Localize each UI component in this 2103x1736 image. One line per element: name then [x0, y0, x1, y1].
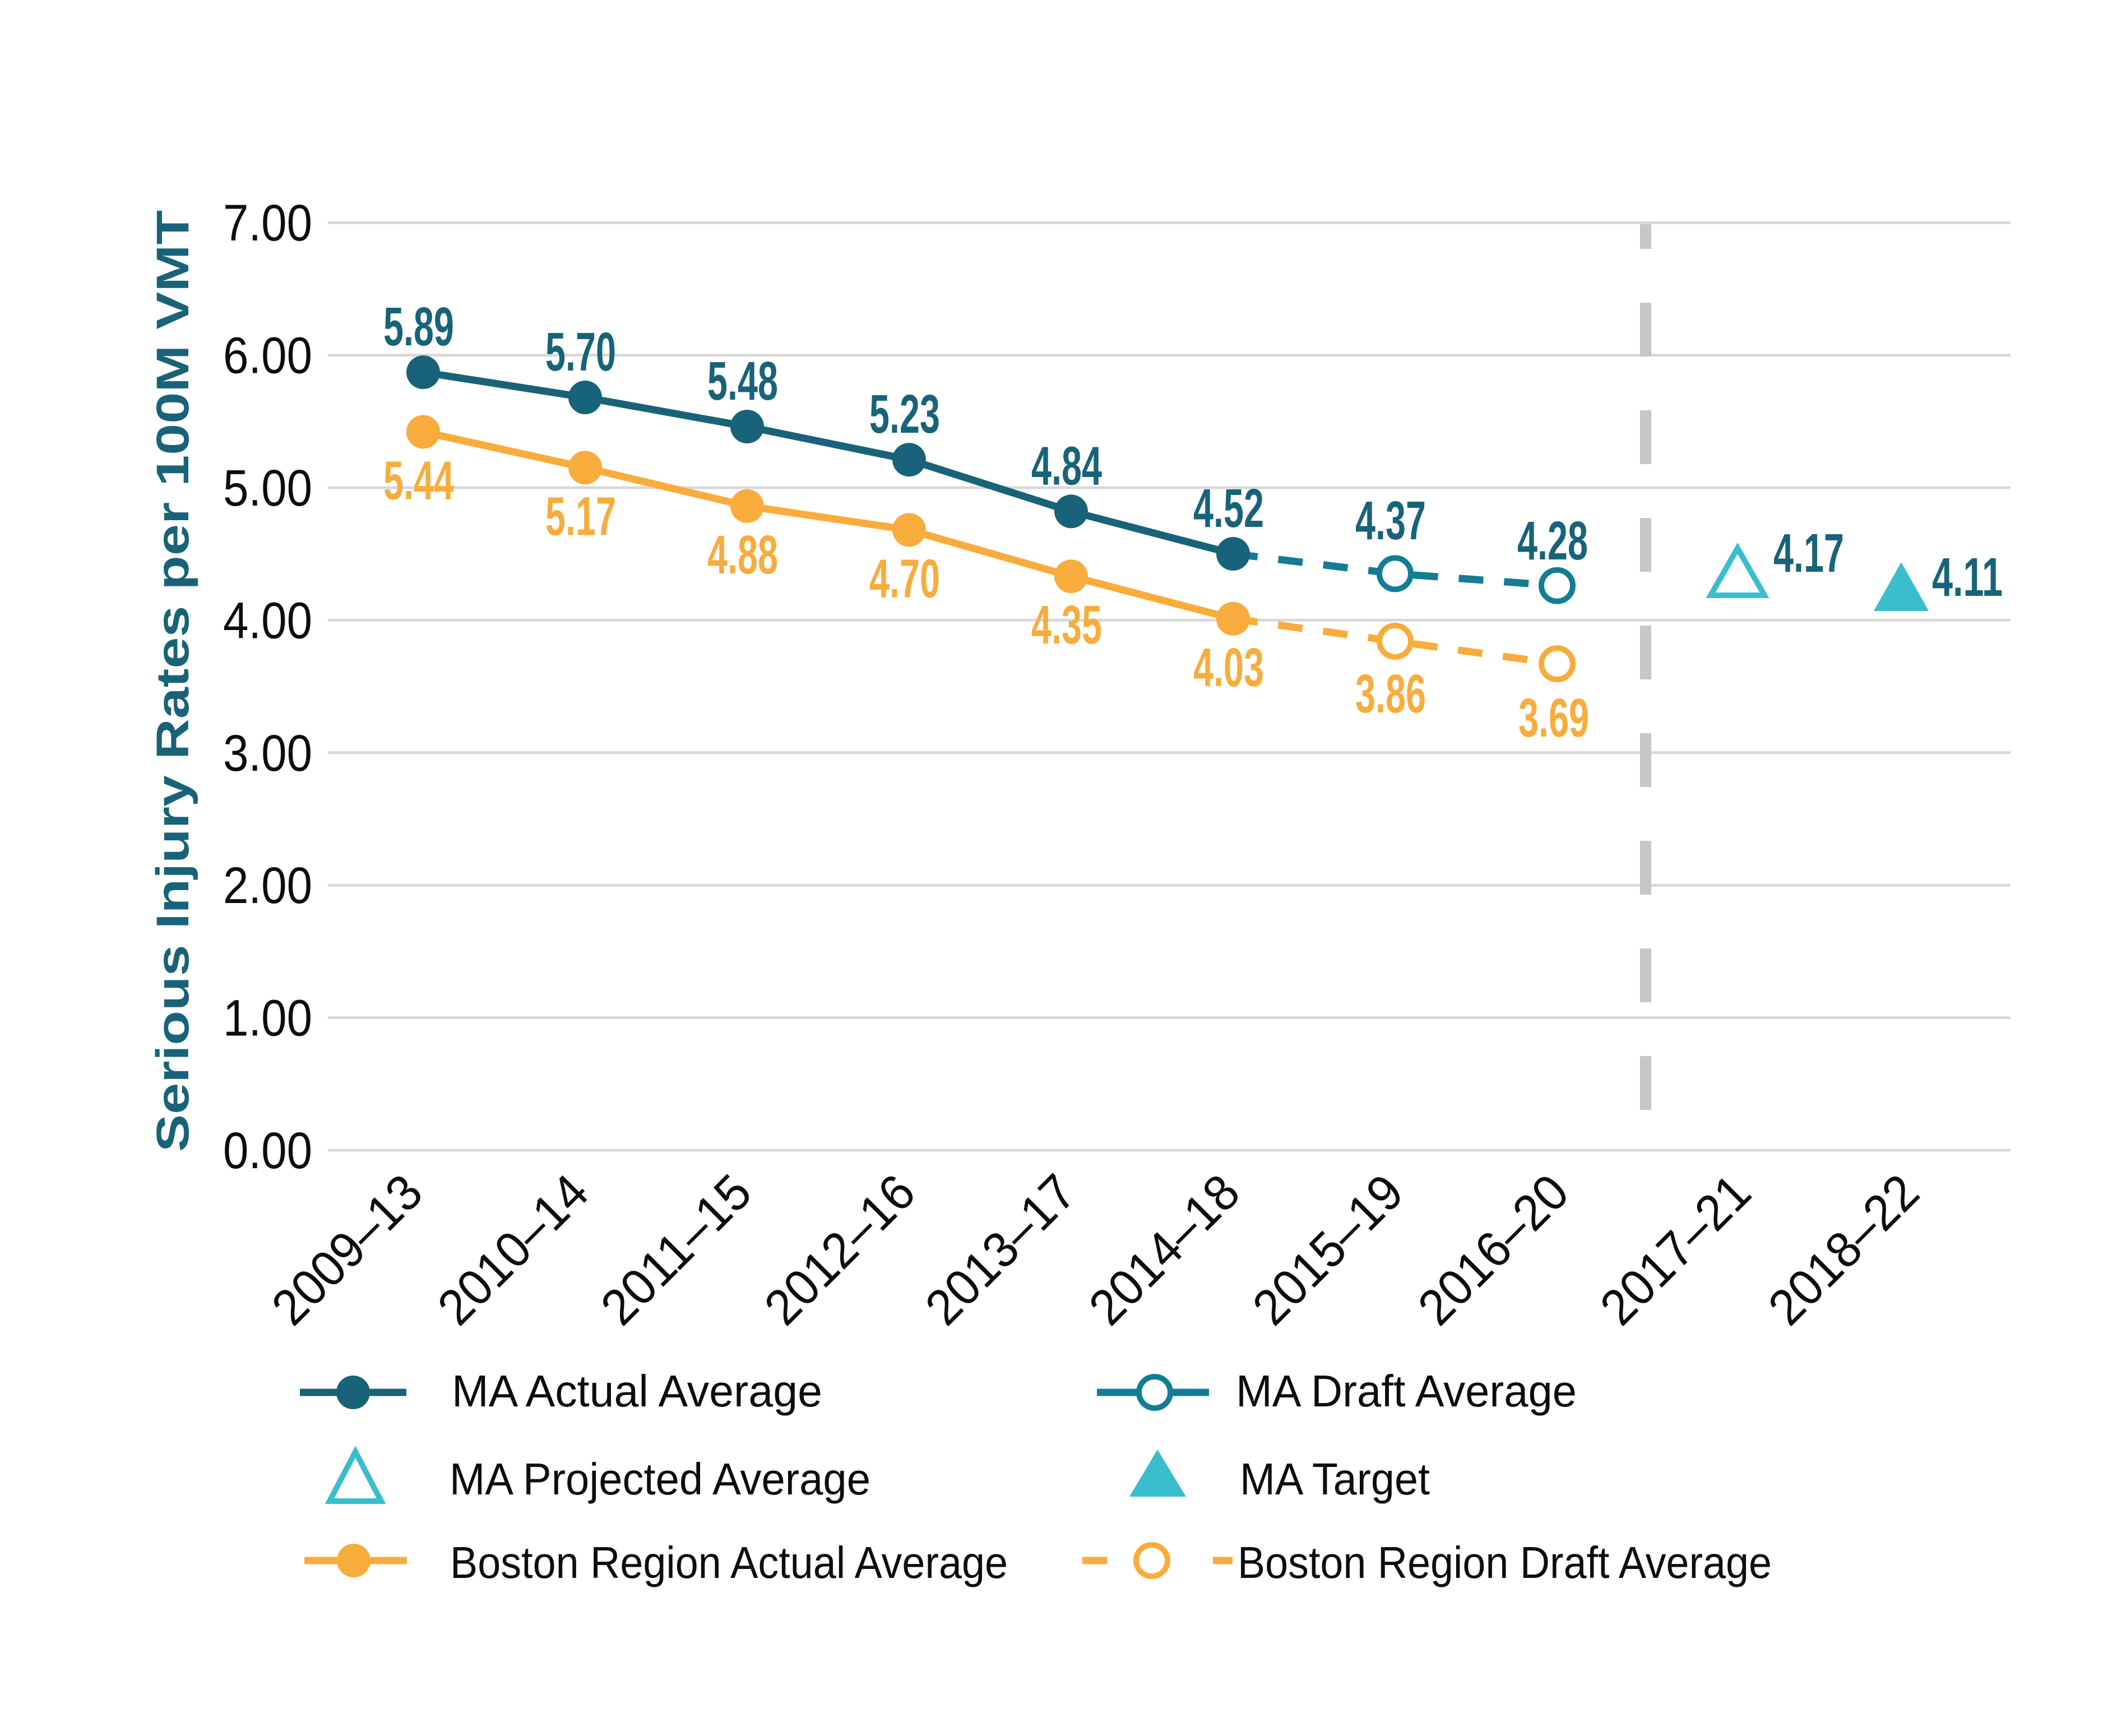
- svg-text:4.88: 4.88: [707, 524, 778, 585]
- svg-text:5.89: 5.89: [383, 296, 454, 357]
- svg-text:Serious Injury Rates per 100M: Serious Injury Rates per 100M VMT: [147, 210, 198, 1152]
- svg-text:4.35: 4.35: [1031, 594, 1102, 655]
- svg-text:Boston Region Actual Average: Boston Region Actual Average: [450, 1538, 1008, 1587]
- svg-text:2.00: 2.00: [223, 857, 312, 914]
- svg-text:1.00: 1.00: [223, 990, 312, 1047]
- svg-text:5.17: 5.17: [545, 485, 616, 547]
- svg-text:4.17: 4.17: [1773, 522, 1844, 584]
- svg-text:7.00: 7.00: [223, 195, 312, 252]
- svg-text:4.84: 4.84: [1031, 435, 1102, 496]
- svg-text:3.86: 3.86: [1355, 663, 1426, 724]
- svg-text:4.52: 4.52: [1193, 478, 1264, 539]
- svg-text:5.70: 5.70: [545, 321, 616, 382]
- svg-text:5.48: 5.48: [707, 350, 778, 411]
- svg-text:6.00: 6.00: [223, 327, 312, 385]
- svg-text:5.00: 5.00: [223, 460, 312, 517]
- svg-text:0.00: 0.00: [223, 1122, 312, 1179]
- svg-text:5.44: 5.44: [383, 450, 454, 511]
- svg-text:3.00: 3.00: [223, 725, 312, 782]
- svg-text:Boston Region Draft Average: Boston Region Draft Average: [1238, 1538, 1772, 1587]
- svg-text:4.03: 4.03: [1193, 637, 1264, 698]
- svg-text:4.00: 4.00: [223, 592, 312, 649]
- svg-text:4.37: 4.37: [1355, 490, 1426, 551]
- svg-text:MA Target: MA Target: [1240, 1454, 1430, 1504]
- svg-text:4.11: 4.11: [1932, 547, 2003, 608]
- svg-text:3.69: 3.69: [1518, 687, 1589, 748]
- svg-text:4.70: 4.70: [869, 548, 940, 609]
- svg-text:MA Projected Average: MA Projected Average: [450, 1454, 870, 1504]
- svg-text:5.23: 5.23: [869, 383, 940, 445]
- svg-text:MA Actual Average: MA Actual Average: [452, 1366, 822, 1416]
- svg-text:4.28: 4.28: [1517, 510, 1588, 571]
- svg-text:MA Draft Average: MA Draft Average: [1236, 1366, 1577, 1416]
